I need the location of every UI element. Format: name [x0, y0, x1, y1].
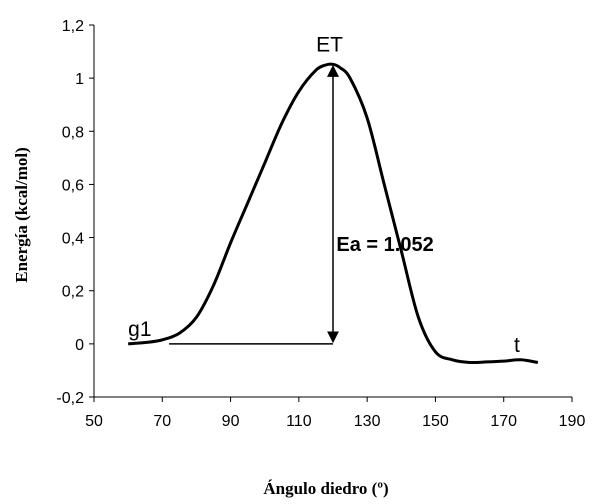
labels: -0,2 0 0,2 0,4 0,6 0,8 1 1,2 50 70 90 110 130 150 170 1… — [56, 18, 585, 430]
y-axis-title: Energía (kcal/mol) — [12, 147, 31, 283]
x-tick-label: 130 — [354, 413, 381, 430]
y-tick-label: 0,2 — [62, 284, 84, 301]
x-tick-label: 190 — [559, 413, 586, 430]
x-tick-label: 50 — [85, 413, 103, 430]
y-tick-label: 1 — [75, 71, 84, 88]
annotation-ea: Ea = 1.052 — [336, 234, 433, 256]
x-tick-label: 150 — [422, 413, 449, 430]
y-tick-label: 0,4 — [62, 231, 84, 248]
annotation-g1: g1 — [128, 318, 151, 341]
x-axis-title: Ángulo diedro (º) — [263, 479, 388, 498]
y-tick-label: 0,8 — [62, 124, 84, 141]
y-tick-label: 0 — [75, 337, 84, 354]
y-tick-label: 1,2 — [62, 18, 84, 35]
annotation-et: ET — [316, 34, 343, 57]
x-tick-label: 90 — [222, 413, 240, 430]
y-tick-label: 0,6 — [62, 177, 84, 194]
y-tick-label: -0,2 — [56, 390, 84, 407]
marks — [128, 62, 539, 365]
annotation-t: t — [514, 334, 520, 357]
axes — [89, 24, 573, 402]
x-tick-label: 110 — [286, 413, 312, 430]
x-tick-label: 170 — [490, 413, 517, 430]
energy-curve-line — [128, 62, 539, 365]
x-tick-label: 70 — [153, 413, 171, 430]
